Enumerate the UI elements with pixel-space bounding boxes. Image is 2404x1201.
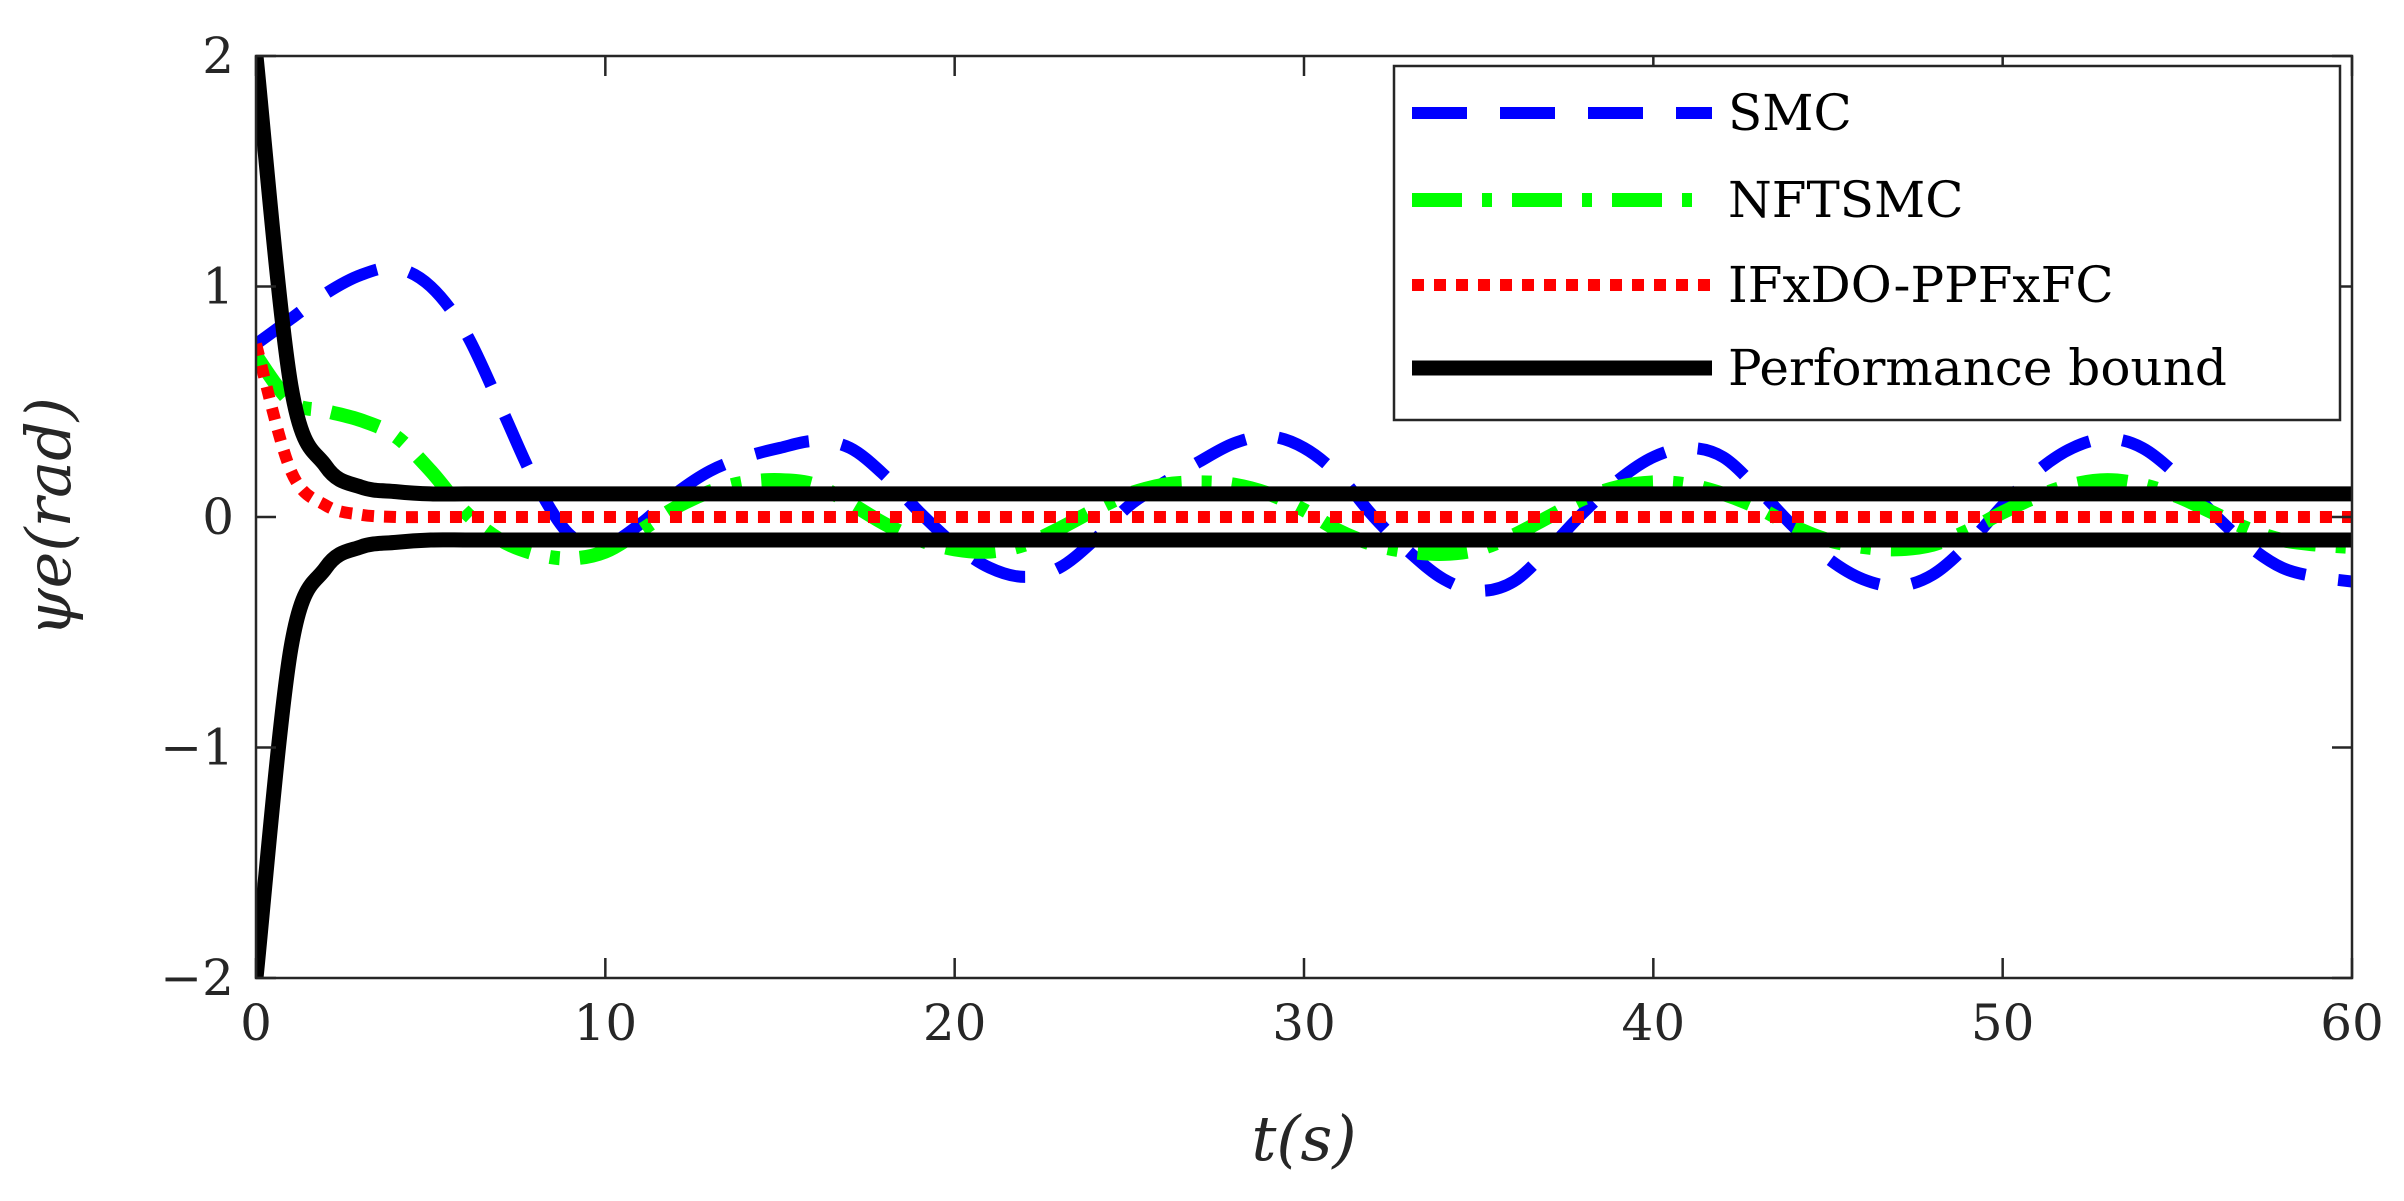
legend-label: IFxDO-PPFxFC — [1728, 256, 2114, 314]
legend-label: Performance bound — [1728, 339, 2227, 397]
x-tick-label: 60 — [2320, 994, 2384, 1052]
x-tick-label: 20 — [923, 994, 987, 1052]
legend-entries: SMC NFTSMC IFxDO-PPFxFC Performance bound — [1412, 84, 2227, 397]
x-tick-label: 40 — [1622, 994, 1686, 1052]
y-tick-label: −2 — [160, 949, 234, 1007]
series-layer — [256, 56, 2352, 978]
y-axis-label: ψe(rad) — [12, 397, 85, 637]
legend: SMC NFTSMC IFxDO-PPFxFC Performance bound — [1392, 64, 2342, 422]
series-line-nftsmc — [256, 351, 2352, 566]
y-tick-label: 2 — [202, 27, 234, 85]
legend-label: NFTSMC — [1728, 171, 1964, 229]
y-tick-label: −1 — [160, 719, 234, 777]
y-tick-label: 1 — [202, 258, 234, 316]
x-tick-label: 30 — [1272, 994, 1336, 1052]
x-axis-label: t(s) — [1251, 1102, 1356, 1175]
x-tick-label: 10 — [574, 994, 638, 1052]
series-line-performance-bound-upper — [256, 56, 2352, 502]
tick-layer: 0 10 20 30 40 50 60 −2 −1 0 1 2 — [160, 27, 2384, 1052]
series-line-performance-bound-lower — [256, 532, 2352, 978]
x-tick-label: 50 — [1971, 994, 2035, 1052]
x-tick-label: 0 — [240, 994, 272, 1052]
legend-label: SMC — [1728, 84, 1852, 142]
y-tick-label: 0 — [202, 488, 234, 546]
